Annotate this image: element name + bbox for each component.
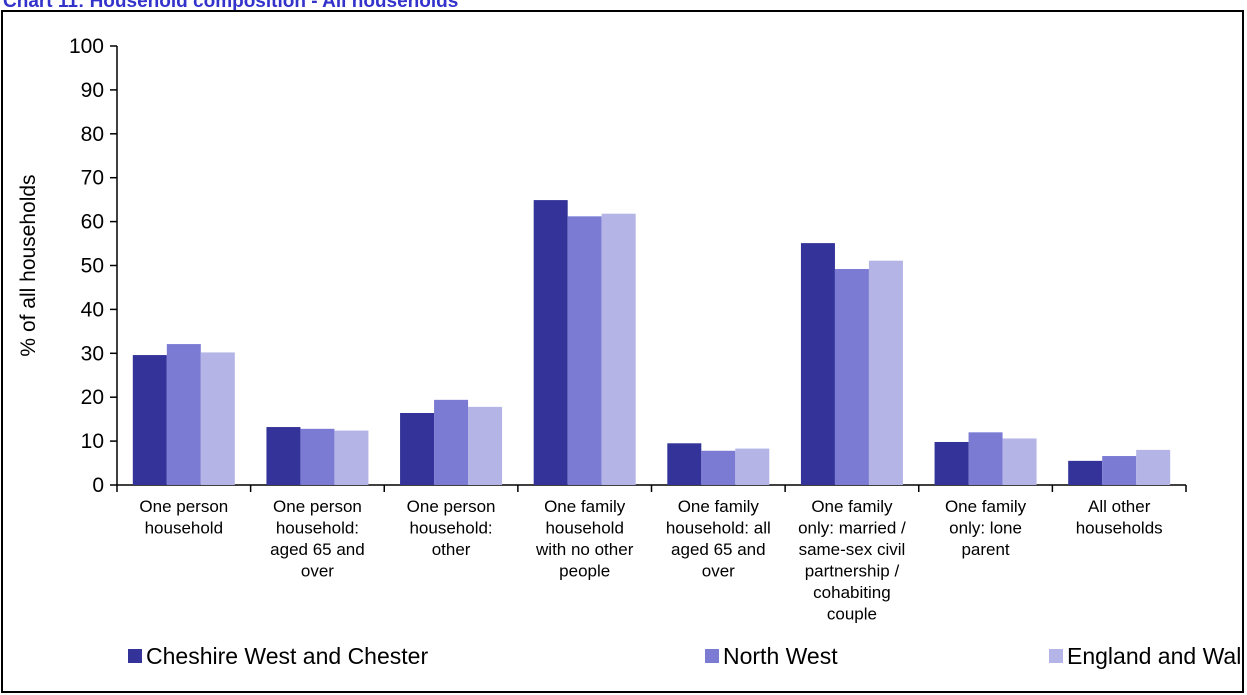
chart-frame: 0 10 20 30 40 50 60 70 80 90 100 % of all household… [1, 10, 1244, 693]
bar-1-6 [800, 243, 835, 485]
bar-3-3 [468, 406, 503, 485]
y-tick-label: 90 [81, 79, 104, 102]
y-tick-label: 30 [81, 342, 104, 365]
bar-1-8 [1068, 460, 1103, 485]
x-category-label: aged 65 and [270, 540, 365, 559]
x-category-label: with no other [535, 540, 634, 559]
bar-1-3 [400, 413, 435, 485]
chart-title: Chart 11: Household composition - All ho… [3, 0, 459, 12]
y-tick-label: 80 [81, 123, 104, 146]
bar-3-1 [200, 352, 235, 485]
x-category-label: couple [827, 605, 877, 624]
x-category-label: over [702, 562, 735, 581]
y-tick-label: 60 [81, 211, 104, 234]
legend-label: North West [723, 643, 838, 669]
bar-chart: 0 10 20 30 40 50 60 70 80 90 100 % of all household… [17, 35, 1242, 669]
bar-1-5 [667, 443, 702, 485]
x-category-label: partnership / [805, 562, 900, 581]
x-category-label: aged 65 and [671, 540, 766, 559]
x-category-label: only: married / [798, 519, 906, 538]
x-category-label: household [545, 519, 623, 538]
bar-3-5 [735, 448, 770, 485]
y-tick-label: 50 [81, 255, 104, 278]
x-category-label: household: [409, 519, 492, 538]
bar-2-3 [434, 399, 469, 485]
bar-1-1 [132, 355, 167, 485]
x-category-label: One family [811, 497, 893, 516]
x-category-label: All other [1088, 497, 1151, 516]
x-category-label: One family [678, 497, 760, 516]
x-category-label: parent [961, 540, 1009, 559]
x-category-label: One person [273, 497, 362, 516]
y-axis-title: % of all households [17, 174, 40, 356]
x-category-label: cohabiting [813, 583, 891, 602]
x-category-label: household [145, 519, 223, 538]
legend-swatch [705, 649, 719, 663]
bar-3-2 [334, 430, 369, 485]
x-category-label: household: [276, 519, 359, 538]
x-category-label: One person [407, 497, 496, 516]
y-tick-label: 20 [81, 386, 104, 409]
y-tick-label: 70 [81, 167, 104, 190]
bar-2-7 [968, 432, 1003, 485]
y-tick-label: 40 [81, 298, 104, 321]
x-category-label: household: all [666, 519, 771, 538]
bar-2-1 [166, 344, 201, 485]
bar-3-4 [601, 213, 636, 485]
bar-1-7 [934, 441, 969, 485]
bar-3-8 [1136, 449, 1171, 485]
x-category-label: same-sex civil [799, 540, 906, 559]
bar-2-6 [834, 269, 869, 485]
y-tick-label: 100 [69, 35, 104, 58]
labels: 0 10 20 30 40 50 60 70 80 90 100 % of all household… [17, 35, 1163, 624]
x-category-label: other [432, 540, 471, 559]
legend-label: Cheshire West and Chester [146, 643, 428, 669]
legend-swatch [128, 649, 142, 663]
legend-label: England and Wales [1067, 643, 1242, 669]
x-category-label: households [1076, 519, 1163, 538]
bar-3-6 [868, 260, 903, 485]
x-category-label: over [301, 562, 334, 581]
axes [110, 45, 1187, 492]
legend-swatch [1049, 649, 1063, 663]
y-tick-label: 10 [81, 430, 104, 453]
x-category-label: only: lone [949, 519, 1022, 538]
bar-2-5 [701, 450, 736, 485]
bar-1-2 [266, 427, 301, 485]
x-category-label: One person [139, 497, 228, 516]
x-category-label: One family [945, 497, 1027, 516]
bar-1-4 [533, 200, 568, 486]
bar-3-7 [1002, 438, 1037, 485]
bar-2-4 [567, 216, 602, 485]
x-category-label: One family [544, 497, 626, 516]
bars [132, 200, 1171, 486]
y-tick-label: 0 [92, 474, 104, 497]
x-category-label: people [559, 562, 610, 581]
bar-2-8 [1102, 456, 1137, 485]
legend: Cheshire West and Chester North West Engla… [128, 643, 1242, 669]
bar-2-2 [300, 428, 335, 485]
